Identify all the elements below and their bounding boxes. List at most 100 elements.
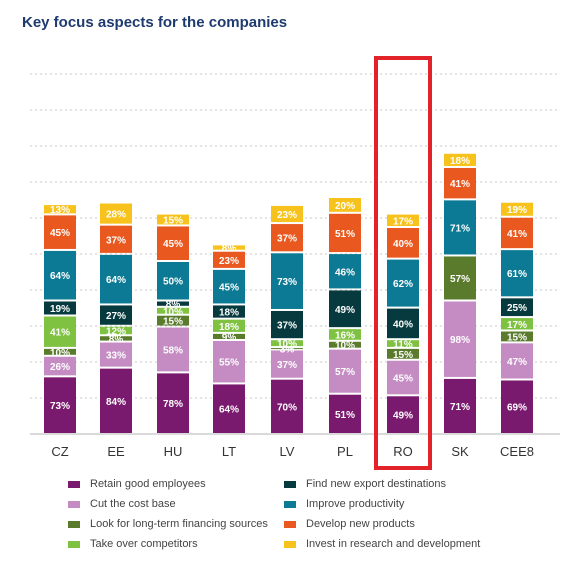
bar-segment (44, 348, 76, 355)
data-label: 33% (106, 351, 126, 362)
x-tick-label: LV (280, 444, 295, 459)
legend-swatch (284, 480, 296, 488)
data-label: 16% (335, 330, 355, 341)
bar-segment (501, 217, 533, 249)
legend-item: Develop new products (284, 518, 500, 530)
data-label: 71% (450, 402, 470, 413)
data-label: 45% (219, 283, 239, 294)
bar-segment (213, 269, 245, 304)
legend-item: Cut the cost base (68, 498, 284, 510)
data-label: 10% (163, 307, 183, 318)
x-tick-label: CZ (51, 444, 68, 459)
bar-segment (44, 356, 76, 376)
bar-segment (213, 305, 245, 318)
bar-segment (501, 202, 533, 216)
bar-segment (213, 333, 245, 339)
bar-segment (100, 225, 132, 253)
x-tick-label: PL (337, 444, 353, 459)
bar-segment (100, 203, 132, 224)
bar-segment (271, 340, 303, 347)
bar-segment (157, 327, 189, 372)
data-label: 9% (222, 332, 237, 343)
data-label: 8% (166, 300, 181, 311)
data-label: 17% (393, 216, 413, 227)
legend-swatch (284, 520, 296, 528)
data-label: 15% (507, 332, 527, 343)
legend-swatch (68, 500, 80, 508)
legend-label: Look for long-term financing sources (90, 518, 268, 530)
bar-segment (157, 315, 189, 326)
bar-segment (157, 301, 189, 306)
data-label: 28% (106, 210, 126, 221)
bar-segment (100, 342, 132, 367)
data-label: 23% (277, 210, 297, 221)
bar-segment (213, 319, 245, 332)
data-label: 40% (393, 239, 413, 250)
data-label: 15% (163, 216, 183, 227)
data-label: 73% (50, 401, 70, 412)
bar-segment (387, 228, 419, 258)
bar-segment (501, 250, 533, 297)
data-label: 45% (50, 228, 70, 239)
data-label: 25% (507, 303, 527, 314)
bar-segment (157, 373, 189, 433)
data-label: 70% (277, 402, 297, 413)
legend-item: Take over competitors (68, 538, 284, 550)
bar-segment (213, 340, 245, 383)
legend-item: Look for long-term financing sources (68, 518, 284, 530)
legend-swatch (284, 500, 296, 508)
data-label: 18% (450, 156, 470, 167)
bar-segment (271, 205, 303, 223)
bar-segment (44, 250, 76, 300)
legend-item: Retain good employees (68, 478, 284, 490)
bar-segment (329, 349, 361, 393)
data-label: 46% (335, 267, 355, 278)
data-label: 62% (393, 279, 413, 290)
bar-segment (444, 378, 476, 433)
x-tick-label: LT (222, 444, 236, 459)
bar-segment (271, 379, 303, 433)
bar-segment (329, 198, 361, 212)
bar-segment (501, 343, 533, 379)
x-tick-label: SK (451, 444, 469, 459)
bar-segment (444, 256, 476, 300)
data-label: 50% (163, 277, 183, 288)
bar-segment (44, 301, 76, 315)
data-label: 10% (335, 341, 355, 352)
data-label: 19% (507, 205, 527, 216)
data-label: 11% (393, 340, 413, 351)
data-label: 12% (106, 327, 126, 338)
data-label: 13% (50, 205, 70, 216)
data-label: 55% (219, 358, 239, 369)
bar-segment (387, 348, 419, 359)
data-label: 18% (219, 322, 239, 333)
data-label: 37% (277, 234, 297, 245)
bar-segment (157, 214, 189, 225)
data-label: 8% (222, 244, 237, 255)
data-label: 20% (335, 201, 355, 212)
legend-label: Take over competitors (90, 538, 198, 550)
data-label: 23% (219, 256, 239, 267)
legend-item: Find new export destinations (284, 478, 500, 490)
data-label: 15% (393, 350, 413, 361)
legend-label: Develop new products (306, 518, 415, 530)
bar-segment (271, 350, 303, 378)
data-label: 15% (163, 317, 183, 328)
x-tick-label: CEE8 (500, 444, 534, 459)
legend-swatch (284, 540, 296, 548)
bar-segment (501, 331, 533, 342)
data-label: 84% (106, 397, 126, 408)
bar-segment (329, 213, 361, 253)
data-label: 51% (335, 410, 355, 421)
data-label: 19% (50, 304, 70, 315)
data-label: 17% (507, 320, 527, 331)
data-label: 3% (280, 344, 295, 355)
chart-title: Key focus aspects for the companies (22, 14, 288, 31)
bar-segment (329, 290, 361, 328)
bar-segment (213, 245, 245, 250)
bar-segment (387, 259, 419, 307)
data-label: 10% (50, 348, 70, 359)
data-label: 98% (450, 335, 470, 346)
x-tick-label: HU (164, 444, 183, 459)
bar-segment (444, 153, 476, 166)
